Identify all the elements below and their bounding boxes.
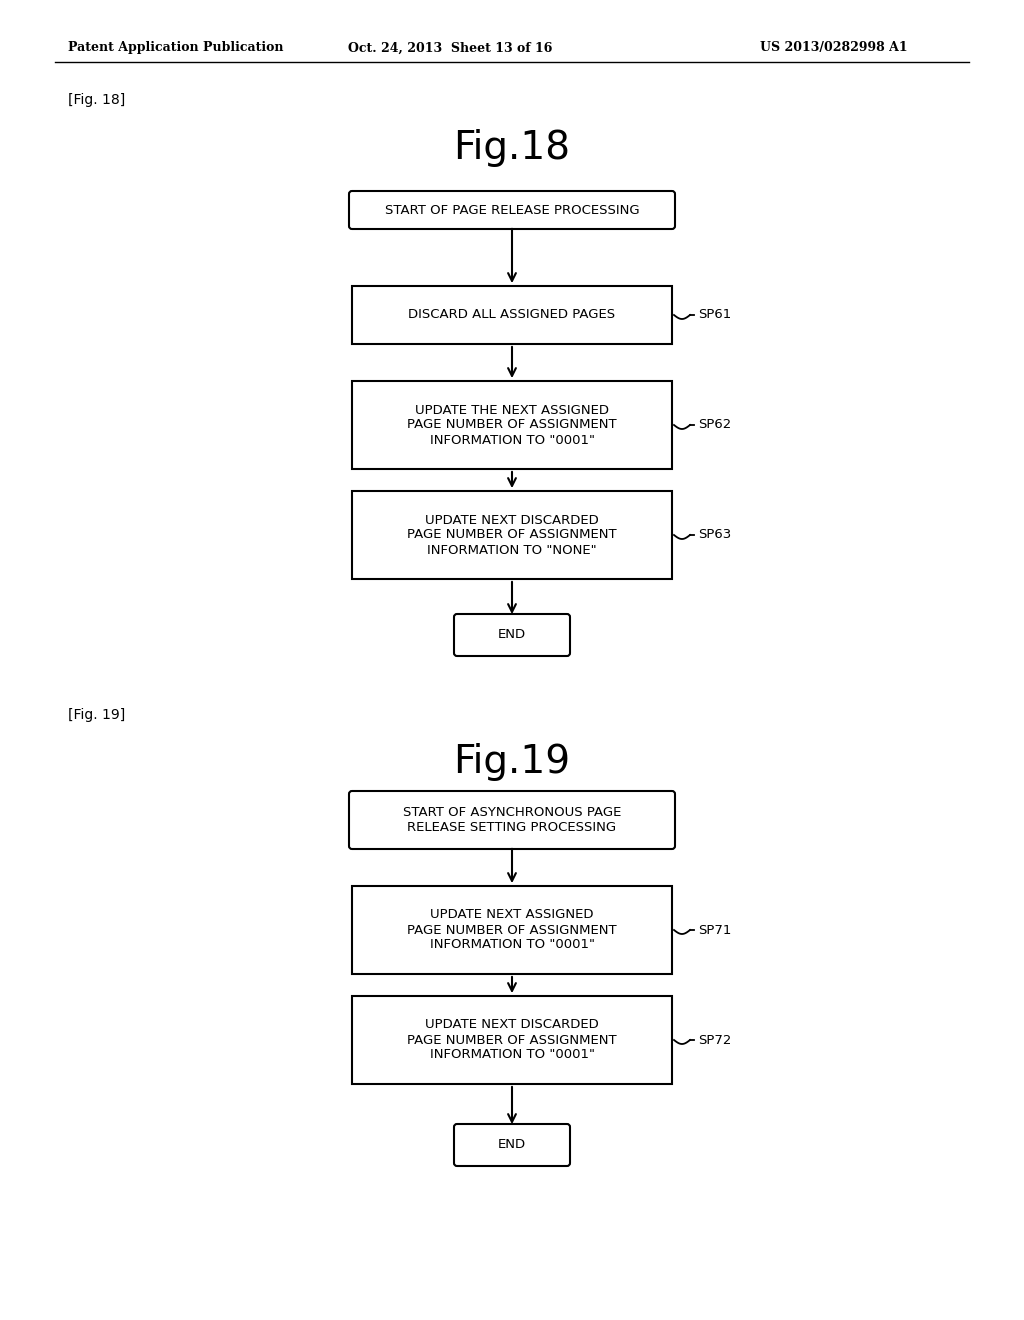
Text: SP71: SP71	[698, 924, 731, 936]
FancyBboxPatch shape	[349, 191, 675, 228]
Text: SP63: SP63	[698, 528, 731, 541]
Bar	[352, 491, 672, 579]
Text: Patent Application Publication: Patent Application Publication	[68, 41, 284, 54]
Text: UPDATE NEXT ASSIGNED
PAGE NUMBER OF ASSIGNMENT
INFORMATION TO "0001": UPDATE NEXT ASSIGNED PAGE NUMBER OF ASSI…	[408, 908, 616, 952]
Text: Fig.18: Fig.18	[454, 129, 570, 168]
Text: [Fig. 18]: [Fig. 18]	[68, 92, 125, 107]
Text: END: END	[498, 1138, 526, 1151]
Text: SP72: SP72	[698, 1034, 731, 1047]
Text: DISCARD ALL ASSIGNED PAGES: DISCARD ALL ASSIGNED PAGES	[409, 309, 615, 322]
Text: Oct. 24, 2013  Sheet 13 of 16: Oct. 24, 2013 Sheet 13 of 16	[348, 41, 552, 54]
Bar	[352, 997, 672, 1084]
Text: SP61: SP61	[698, 309, 731, 322]
Bar	[352, 381, 672, 469]
Text: END: END	[498, 628, 526, 642]
Text: UPDATE THE NEXT ASSIGNED
PAGE NUMBER OF ASSIGNMENT
INFORMATION TO "0001": UPDATE THE NEXT ASSIGNED PAGE NUMBER OF …	[408, 404, 616, 446]
Text: US 2013/0282998 A1: US 2013/0282998 A1	[760, 41, 907, 54]
Text: UPDATE NEXT DISCARDED
PAGE NUMBER OF ASSIGNMENT
INFORMATION TO "NONE": UPDATE NEXT DISCARDED PAGE NUMBER OF ASS…	[408, 513, 616, 557]
FancyBboxPatch shape	[349, 791, 675, 849]
Text: START OF PAGE RELEASE PROCESSING: START OF PAGE RELEASE PROCESSING	[385, 203, 639, 216]
Text: [Fig. 19]: [Fig. 19]	[68, 708, 125, 722]
FancyBboxPatch shape	[454, 1125, 570, 1166]
FancyBboxPatch shape	[454, 614, 570, 656]
Text: START OF ASYNCHRONOUS PAGE
RELEASE SETTING PROCESSING: START OF ASYNCHRONOUS PAGE RELEASE SETTI…	[402, 807, 622, 834]
Text: Fig.19: Fig.19	[454, 743, 570, 781]
Text: SP62: SP62	[698, 418, 731, 432]
Bar	[352, 286, 672, 345]
Bar	[352, 886, 672, 974]
Text: UPDATE NEXT DISCARDED
PAGE NUMBER OF ASSIGNMENT
INFORMATION TO "0001": UPDATE NEXT DISCARDED PAGE NUMBER OF ASS…	[408, 1019, 616, 1061]
